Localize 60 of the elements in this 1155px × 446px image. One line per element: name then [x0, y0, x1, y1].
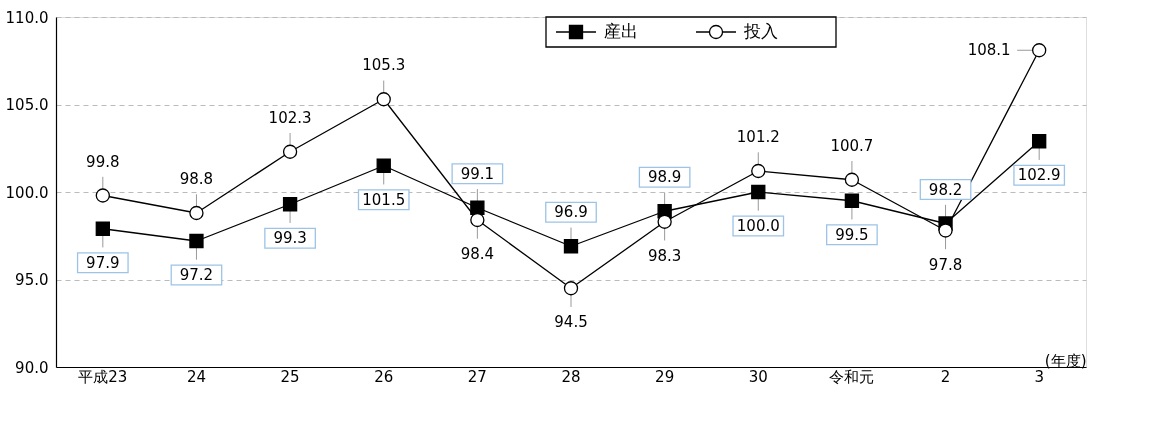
data-label: 98.9 [647, 168, 682, 187]
y-tick-label: 105.0 [5, 96, 49, 114]
data-label: 98.8 [179, 170, 214, 188]
point [938, 223, 953, 238]
data-label: 101.5 [362, 190, 406, 209]
point [751, 163, 766, 179]
point [95, 221, 110, 236]
data-label: 99.8 [86, 152, 120, 171]
x-tick-label: 28 [561, 367, 581, 386]
x-tick-label: 平成23 [78, 367, 128, 386]
x-tick-label: 27 [467, 367, 487, 386]
point [563, 281, 579, 296]
data-label: 97.8 [928, 255, 963, 274]
point [751, 184, 766, 200]
data-label: 108.1 [967, 41, 1011, 60]
data-label: 99.3 [273, 229, 307, 248]
y-tick-label: 100.0 [5, 183, 49, 202]
point [282, 144, 298, 159]
y-tick-label: 110.0 [5, 8, 49, 27]
point [376, 158, 391, 173]
data-label: 94.5 [554, 313, 588, 332]
point [95, 188, 110, 203]
data-label: 100.0 [736, 217, 780, 235]
legend-label: 投入 [743, 21, 778, 41]
y-tick-label: 90.0 [15, 358, 49, 377]
data-label: 97.2 [179, 266, 214, 284]
data-label: 98.2 [928, 180, 963, 199]
point [657, 214, 672, 229]
data-label: 102.3 [268, 108, 312, 127]
data-label: 100.7 [830, 136, 874, 155]
point [844, 172, 860, 187]
x-tick-label: 3 [1034, 367, 1044, 386]
x-tick-label: 24 [186, 367, 206, 386]
x-tick-label: 26 [374, 367, 394, 386]
point [189, 233, 204, 249]
point [376, 92, 391, 107]
data-label: 98.4 [460, 245, 495, 263]
x-tick-label: 2 [940, 367, 951, 386]
point [563, 239, 579, 254]
point [1032, 134, 1047, 149]
x-tick-label: 25 [280, 367, 300, 386]
data-label: 99.5 [835, 225, 869, 244]
data-label: 97.9 [86, 253, 120, 272]
point [189, 205, 204, 221]
x-tick-label: 令和元 [829, 367, 875, 386]
data-label: 102.9 [1017, 166, 1061, 185]
x-tick-label: 30 [748, 367, 768, 386]
data-label: 105.3 [362, 56, 406, 75]
data-label: 98.3 [647, 246, 682, 265]
point [470, 212, 485, 228]
data-label: 96.9 [554, 203, 588, 222]
y-tick-label: 95.0 [15, 271, 49, 289]
x-tick-label: 29 [655, 367, 675, 386]
data-label: 101.2 [736, 128, 780, 146]
legend-label: 産出 [604, 21, 638, 41]
data-label: 99.1 [460, 164, 495, 183]
point [844, 193, 860, 208]
point [282, 197, 298, 212]
point [470, 200, 485, 215]
point [1032, 43, 1047, 58]
